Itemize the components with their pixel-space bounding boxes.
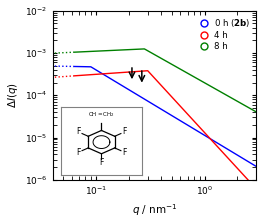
Y-axis label: $\Delta I(q)$: $\Delta I(q)$ bbox=[6, 82, 20, 108]
X-axis label: $q$ / nm$^{-1}$: $q$ / nm$^{-1}$ bbox=[132, 203, 177, 218]
Legend: 0 h ($\mathbf{2b}$), 4 h, 8 h: 0 h ($\mathbf{2b}$), 4 h, 8 h bbox=[193, 15, 252, 53]
